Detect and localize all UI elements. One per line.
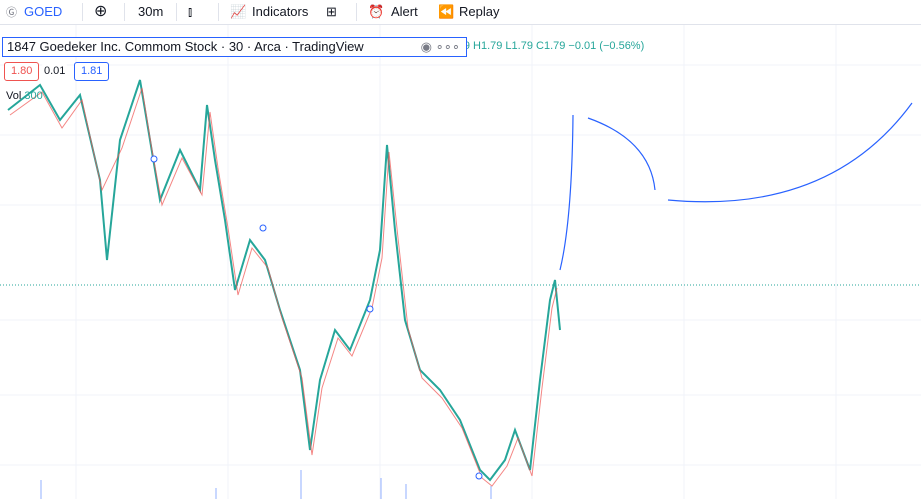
indicators[interactable]: Indicators [252, 4, 309, 19]
replay[interactable]: Replay [459, 4, 500, 19]
alert-icon[interactable]: ⏰ [368, 4, 385, 19]
symbol-legend[interactable]: 1847 Goedeker Inc. Commom Stock · 30 · A… [2, 37, 467, 57]
ohlc-values: O1.79 H1.79 L1.79 C1.79 −0.01 (−0.56%) [440, 40, 645, 52]
legend-icons[interactable]: ◉ ∘∘∘ [420, 39, 460, 54]
interval[interactable]: 30m [138, 4, 164, 19]
toolbar: Ⓖ GOED ⊕ 30m ⫾ 📈 Indicators ⊞ ⏰ Alert ⏪ … [0, 0, 921, 25]
price-series-down [9, 87, 558, 487]
legend-title: 1847 Goedeker Inc. Commom Stock · 30 · A… [7, 39, 364, 54]
volume [40, 470, 492, 499]
chart-type[interactable]: ⫾ [188, 4, 193, 19]
grid [0, 24, 921, 499]
add-symbol[interactable]: ⊕ [94, 3, 108, 20]
price-series [7, 79, 561, 482]
spread: 0.01 [42, 63, 68, 80]
volume-value: 300 [24, 90, 43, 102]
sell-button[interactable]: 1.80 [4, 62, 40, 81]
indicators-icon[interactable]: 📈 [230, 4, 247, 19]
volume-label: Vol [6, 90, 22, 102]
alert[interactable]: Alert [391, 4, 418, 19]
symbol-icon: Ⓖ [6, 7, 17, 19]
replay-icon[interactable]: ⏪ [438, 4, 455, 19]
markers [150, 155, 483, 480]
drawings [559, 102, 913, 271]
layouts[interactable]: ⊞ [326, 4, 337, 19]
volume-legend: Vol 300 [6, 90, 43, 102]
buy-button[interactable]: 1.81 [74, 62, 110, 81]
symbol[interactable]: GOED [24, 4, 63, 19]
